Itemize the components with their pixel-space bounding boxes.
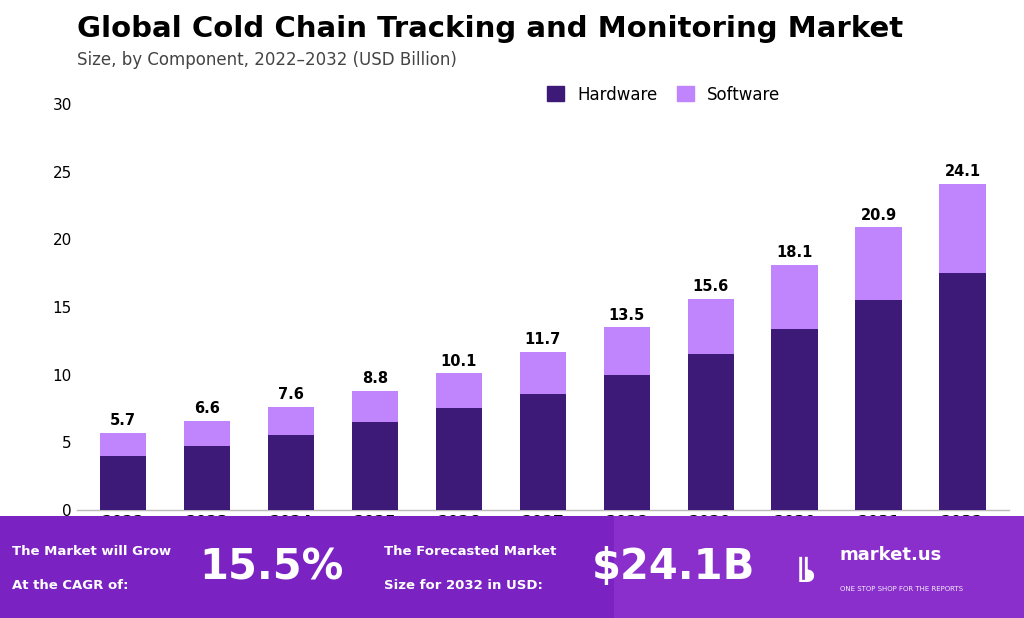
Bar: [687, 299, 734, 354]
Text: 5.7: 5.7: [110, 413, 136, 428]
Bar: [519, 352, 566, 394]
Legend: Hardware, Software: Hardware, Software: [547, 85, 780, 104]
Bar: [351, 391, 398, 422]
Bar: [603, 375, 650, 510]
Bar: [268, 407, 314, 436]
Bar: [771, 329, 817, 510]
Text: 8.8: 8.8: [361, 371, 388, 386]
Bar: [855, 227, 901, 300]
Text: Global Cold Chain Tracking and Monitoring Market: Global Cold Chain Tracking and Monitorin…: [77, 15, 903, 43]
Text: The Market will Grow: The Market will Grow: [12, 545, 171, 558]
Text: 7.6: 7.6: [278, 387, 304, 402]
Text: 18.1: 18.1: [776, 245, 813, 260]
Bar: [603, 328, 650, 375]
Bar: [519, 394, 566, 510]
Bar: [939, 184, 985, 273]
Text: Size, by Component, 2022–2032 (USD Billion): Size, by Component, 2022–2032 (USD Billi…: [77, 51, 457, 69]
Text: market.us: market.us: [840, 546, 942, 564]
Text: 15.6: 15.6: [692, 279, 729, 294]
Text: 15.5%: 15.5%: [200, 546, 344, 588]
Bar: [855, 300, 901, 510]
Bar: [939, 273, 985, 510]
Text: 20.9: 20.9: [860, 208, 897, 222]
Bar: [184, 421, 230, 446]
Bar: [687, 354, 734, 510]
Text: At the CAGR of:: At the CAGR of:: [12, 579, 129, 592]
Text: Size for 2032 in USD:: Size for 2032 in USD:: [384, 579, 543, 592]
Text: 10.1: 10.1: [440, 353, 477, 368]
Text: ¶: ¶: [794, 552, 813, 582]
Bar: [100, 456, 146, 510]
Text: 24.1: 24.1: [944, 164, 981, 179]
Text: ONE STOP SHOP FOR THE REPORTS: ONE STOP SHOP FOR THE REPORTS: [840, 586, 963, 593]
Text: The Forecasted Market: The Forecasted Market: [384, 545, 556, 558]
Bar: [614, 516, 1024, 618]
Bar: [268, 436, 314, 510]
Bar: [100, 433, 146, 456]
Text: 11.7: 11.7: [524, 332, 561, 347]
Text: 13.5: 13.5: [608, 308, 645, 323]
Bar: [771, 265, 817, 329]
Bar: [435, 373, 482, 408]
Text: 6.6: 6.6: [194, 401, 220, 416]
Bar: [435, 408, 482, 510]
Bar: [351, 422, 398, 510]
Text: $24.1B: $24.1B: [592, 546, 756, 588]
Bar: [184, 446, 230, 510]
